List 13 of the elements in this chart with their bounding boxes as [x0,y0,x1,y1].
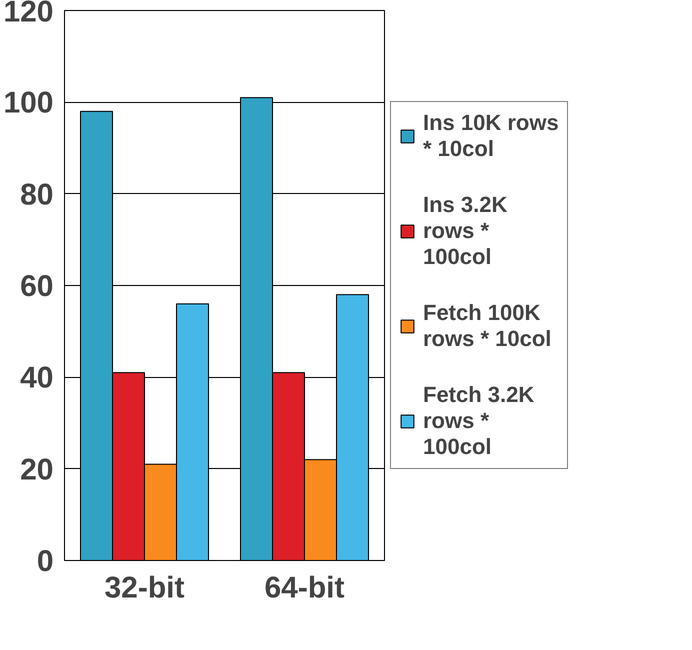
y-tick-label: 80 [20,178,54,212]
legend-label: Ins 10K rows * 10col [423,110,559,162]
x-tick-label: 32-bit [104,572,185,604]
legend-label: Ins 3.2K rows * 100col [423,192,508,270]
legend-label: Fetch 100K rows * 10col [423,300,552,352]
legend-label: Fetch 3.2K rows * 100col [423,382,534,460]
y-tick-label: 60 [20,270,54,303]
y-tick-label: 0 [36,545,54,578]
y-tick-label: 40 [20,362,54,395]
y-tick-label: 100 [3,86,54,120]
y-tick-label: 20 [20,453,54,486]
y-tick-label: 120 [3,0,54,28]
x-tick-label: 64-bit [264,572,345,604]
